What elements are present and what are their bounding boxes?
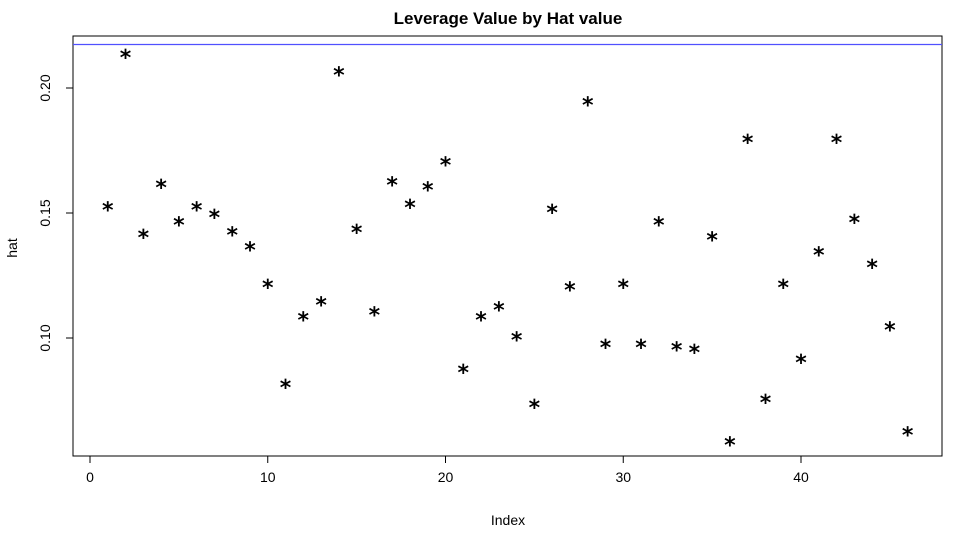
data-point: * <box>173 214 185 239</box>
data-point: * <box>653 214 665 239</box>
data-point: * <box>600 336 612 361</box>
x-tick-label: 0 <box>86 469 94 485</box>
x-axis-label: Index <box>491 512 525 528</box>
data-point: * <box>511 329 523 354</box>
data-point: * <box>191 199 203 224</box>
x-tick-label: 30 <box>615 469 631 485</box>
x-tick-label: 20 <box>438 469 454 485</box>
data-point: * <box>884 319 896 344</box>
data-point: * <box>671 339 683 364</box>
data-point: * <box>475 309 487 334</box>
data-point: * <box>742 131 754 156</box>
x-tick-label: 10 <box>260 469 276 485</box>
data-point: * <box>244 239 256 264</box>
data-point: * <box>724 434 736 459</box>
data-point: * <box>582 94 594 119</box>
data-point: * <box>635 336 647 361</box>
data-point: * <box>422 179 434 204</box>
data-point: * <box>689 341 701 366</box>
data-point: * <box>262 276 274 301</box>
data-point: * <box>902 424 914 449</box>
y-tick-label: 0.20 <box>37 74 53 101</box>
data-point: * <box>404 196 416 221</box>
y-axis: 0.10 0.15 0.20 <box>37 74 74 352</box>
data-point: * <box>831 131 843 156</box>
data-point: * <box>493 299 505 324</box>
points-layer: ****** **************** *********** *******… <box>102 46 914 459</box>
data-point: * <box>706 229 718 254</box>
y-axis-label: hat <box>4 238 20 258</box>
data-point: * <box>813 244 825 269</box>
data-point: * <box>351 221 363 246</box>
data-point: * <box>369 304 381 329</box>
y-tick-label: 0.15 <box>37 199 53 226</box>
data-point: * <box>102 199 114 224</box>
data-point: * <box>866 256 878 281</box>
x-tick-label: 40 <box>793 469 809 485</box>
data-point: * <box>795 351 807 376</box>
y-tick-label: 0.10 <box>37 324 53 351</box>
data-point: * <box>458 361 470 386</box>
x-axis: 0 10 20 30 40 <box>86 455 809 485</box>
data-point: * <box>760 391 772 416</box>
plot-frame <box>72 35 943 457</box>
data-point: * <box>440 154 452 179</box>
data-point: * <box>529 396 541 421</box>
data-point: * <box>298 309 310 334</box>
data-point: * <box>315 294 327 319</box>
data-point: * <box>226 224 238 249</box>
data-point: * <box>120 46 132 71</box>
data-point: * <box>138 226 150 251</box>
data-point: * <box>564 279 576 304</box>
data-point: * <box>333 64 345 89</box>
data-point: * <box>546 201 558 226</box>
data-point: * <box>155 176 167 201</box>
data-point: * <box>386 174 398 199</box>
data-point: * <box>849 211 861 236</box>
data-point: * <box>280 376 292 401</box>
data-point: * <box>777 276 789 301</box>
data-point: * <box>617 276 629 301</box>
data-point: * <box>209 206 221 231</box>
chart-title: Leverage Value by Hat value <box>394 9 623 28</box>
